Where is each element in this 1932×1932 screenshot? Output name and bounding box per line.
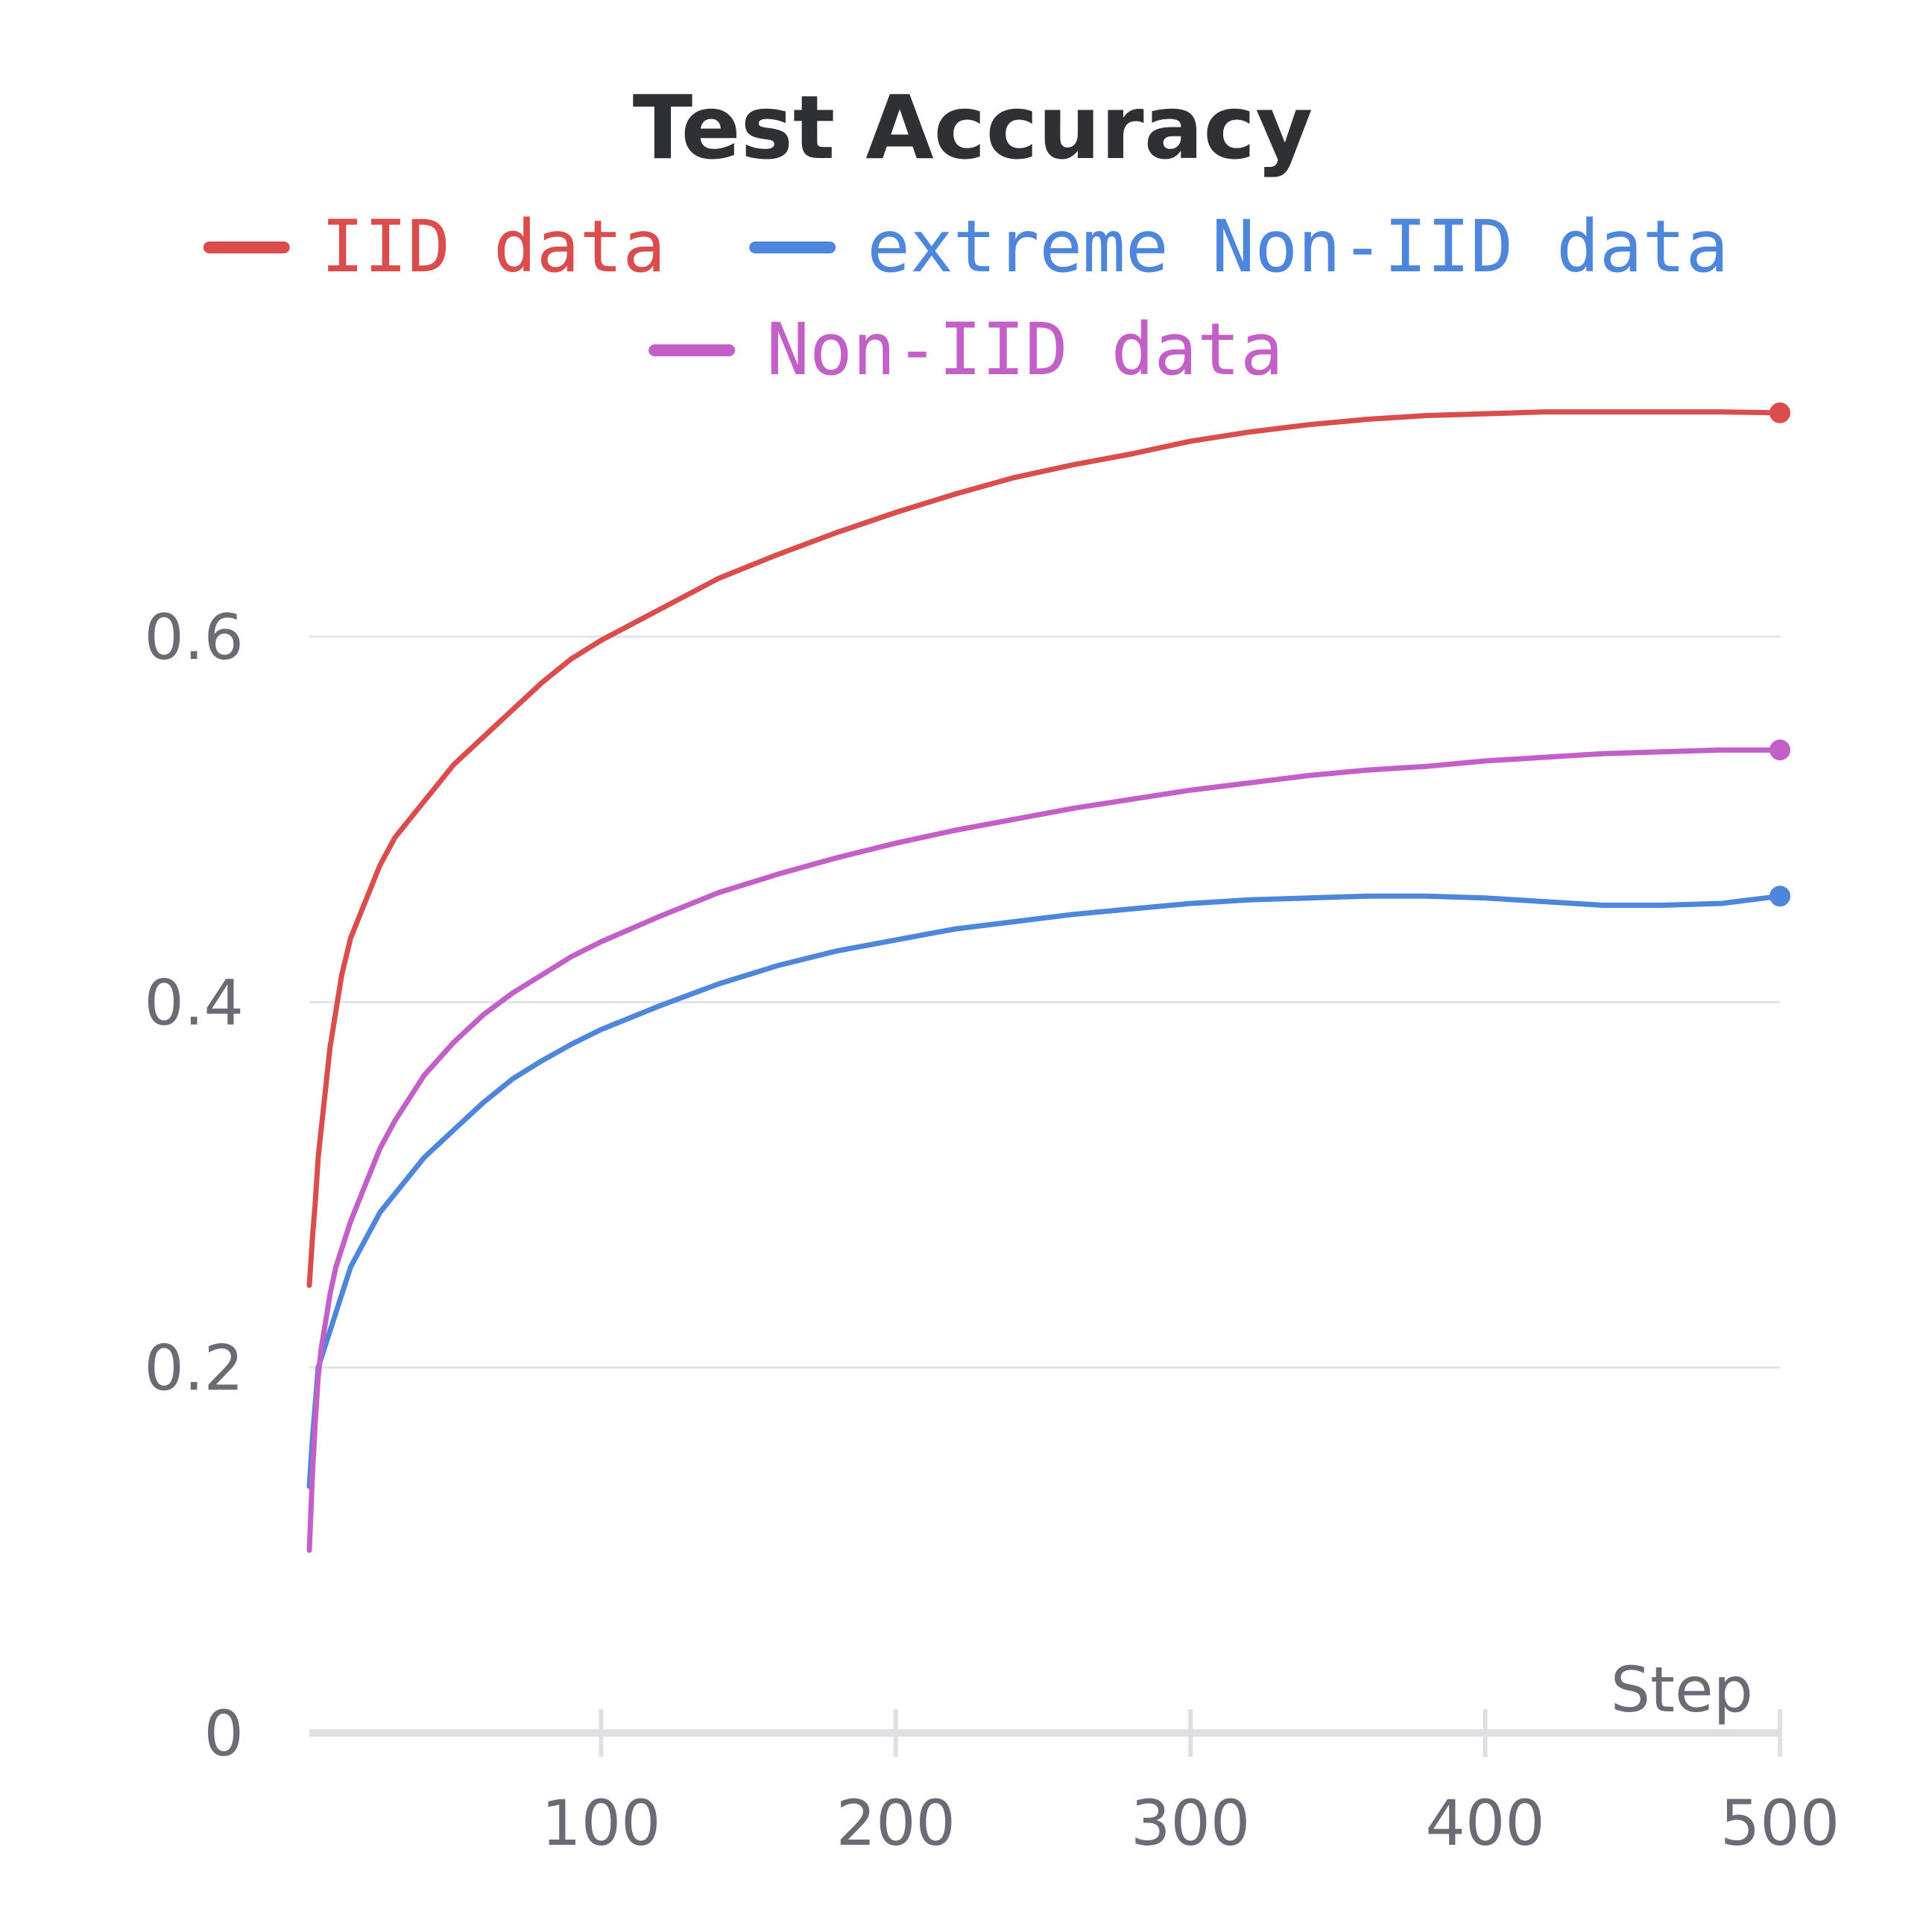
series-layer xyxy=(306,402,1790,1553)
series-line-1 xyxy=(306,893,1783,1489)
y-tick-label-3: 0.6 xyxy=(144,601,244,674)
y-tick-label-2: 0.4 xyxy=(144,966,244,1039)
x-tick-label-2: 300 xyxy=(1131,1787,1250,1860)
legend-label-0: IID data xyxy=(321,205,666,288)
x-tick-label-4: 500 xyxy=(1720,1787,1840,1860)
series-end-marker-0 xyxy=(1770,402,1790,423)
series-line-2 xyxy=(306,747,1783,1553)
legend: IID data extreme Non-IID data Non-IID data xyxy=(203,205,1729,391)
gridlines xyxy=(309,635,1780,1369)
chart-title: Test Accuracy xyxy=(633,76,1313,179)
y-axis: 0 0.2 0.4 0.6 xyxy=(144,601,244,1770)
x-axis: 100 200 300 400 500 xyxy=(309,1709,1840,1860)
x-tick-label-1: 200 xyxy=(836,1787,956,1860)
x-tick-label-3: 400 xyxy=(1425,1787,1544,1860)
x-tick-label-0: 100 xyxy=(541,1787,660,1860)
legend-label-1: extreme Non-IID data xyxy=(867,205,1729,288)
series-end-marker-2 xyxy=(1770,739,1790,761)
series-line-0 xyxy=(306,409,1783,1288)
legend-label-2: Non-IID data xyxy=(766,308,1284,391)
y-tick-label-1: 0.2 xyxy=(144,1332,244,1405)
series-end-marker-1 xyxy=(1770,886,1790,907)
y-tick-label-0: 0 xyxy=(204,1697,244,1770)
x-axis-title: Step xyxy=(1611,1653,1753,1726)
